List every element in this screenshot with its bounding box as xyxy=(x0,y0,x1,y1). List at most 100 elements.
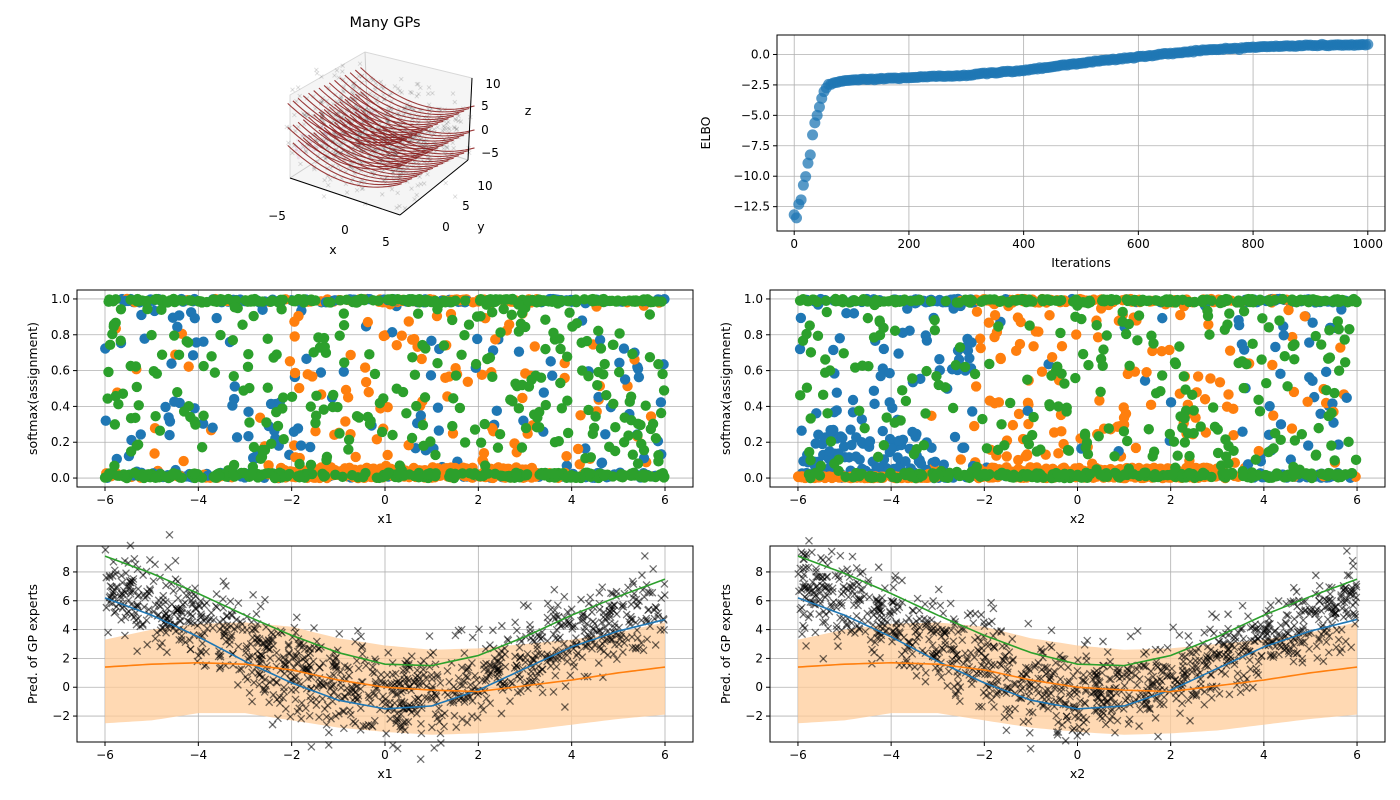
z-tick-label: 5 xyxy=(481,99,489,113)
marker-stroke xyxy=(452,116,458,122)
x-tick-label: 0 xyxy=(341,223,349,237)
assignment-point xyxy=(396,330,408,341)
marker-stroke xyxy=(444,145,450,151)
assignment-point xyxy=(506,294,517,305)
assignment-point xyxy=(108,321,119,332)
assignment-point xyxy=(450,370,462,381)
marker-stroke xyxy=(377,157,382,163)
assignment-point xyxy=(284,468,295,480)
assignment-point xyxy=(229,381,240,392)
marker-stroke xyxy=(387,118,392,124)
marker-stroke xyxy=(452,194,458,199)
marker-stroke xyxy=(416,91,421,97)
elbo-point xyxy=(807,129,819,141)
assignment-point xyxy=(262,333,273,345)
assignment-point xyxy=(228,459,240,471)
marker-stroke xyxy=(417,174,422,180)
assignment-point xyxy=(378,330,389,342)
marker-stroke xyxy=(452,125,457,131)
marker-stroke xyxy=(418,136,424,142)
assignment-point xyxy=(545,356,556,367)
y-axis-label: ELBO xyxy=(698,116,713,149)
assignment-point xyxy=(567,321,578,332)
assignment-point xyxy=(286,391,298,403)
assignment-point xyxy=(422,468,433,480)
assignment-point xyxy=(564,307,575,318)
assignment-point xyxy=(110,294,121,305)
assignment-point xyxy=(657,467,669,479)
marker-stroke xyxy=(408,106,413,111)
assignment-point xyxy=(658,385,670,396)
assignment-point xyxy=(382,294,394,305)
assignment-point xyxy=(227,400,238,411)
y-tick-label: −7.5 xyxy=(741,139,770,153)
marker-stroke xyxy=(339,145,345,150)
marker-stroke xyxy=(351,166,356,171)
cloud-marker xyxy=(323,156,328,162)
assignment-point xyxy=(152,294,164,305)
cloud-marker xyxy=(444,144,450,150)
assignment-point xyxy=(407,352,418,363)
y-tick-label: −5.0 xyxy=(741,108,770,122)
cloud-marker xyxy=(452,116,458,122)
assignment-point xyxy=(242,361,254,373)
assignment-point xyxy=(337,471,348,483)
assignment-point xyxy=(146,329,157,341)
assignment-point xyxy=(109,460,120,472)
assignment-point xyxy=(1320,366,1332,378)
assignment-point xyxy=(181,336,192,347)
marker-stroke xyxy=(443,180,449,186)
assignment-point xyxy=(351,410,363,422)
assignment-point xyxy=(625,391,637,402)
marker-stroke xyxy=(413,134,418,139)
marker-stroke xyxy=(379,192,385,197)
assignment-point xyxy=(166,358,177,369)
marker-stroke xyxy=(466,150,472,156)
x-axis-label: x xyxy=(329,242,336,257)
cloud-marker xyxy=(302,133,307,139)
chart-title: Many GPs xyxy=(349,15,420,31)
marker-stroke xyxy=(356,182,362,188)
y-tick-label: −2.5 xyxy=(741,78,770,92)
assignment-point xyxy=(307,371,318,382)
assignment-point xyxy=(497,470,508,482)
assignment-point xyxy=(469,424,481,435)
assignment-point xyxy=(655,407,667,419)
assignment-point xyxy=(581,335,593,347)
assignment-point xyxy=(209,367,221,378)
x-tick-label: 400 xyxy=(1012,237,1035,251)
assignment-point xyxy=(516,442,528,453)
assignment-point xyxy=(183,361,194,372)
assignment-point xyxy=(132,293,143,305)
assignment-point xyxy=(129,467,140,478)
marker-stroke xyxy=(409,186,414,191)
assignment-point xyxy=(271,349,282,360)
assignment-point xyxy=(325,297,336,308)
marker-stroke xyxy=(371,155,377,160)
marker-stroke xyxy=(314,71,320,76)
marker-stroke xyxy=(328,166,334,171)
z-tick-label: 0 xyxy=(481,123,489,137)
assignment-point xyxy=(644,309,656,320)
marker-stroke xyxy=(452,194,458,199)
cloud-marker xyxy=(389,186,395,192)
assignment-point xyxy=(505,394,516,405)
marker-stroke xyxy=(444,144,450,150)
assignment-point xyxy=(632,458,644,469)
assignment-point xyxy=(100,415,111,426)
assignment-point xyxy=(393,468,404,479)
marker-stroke xyxy=(388,90,394,96)
marker-stroke xyxy=(378,84,384,90)
assignment-point xyxy=(248,310,259,322)
marker-stroke xyxy=(293,128,298,134)
marker-stroke xyxy=(344,118,350,124)
assignment-point xyxy=(430,449,441,461)
marker-stroke xyxy=(355,135,361,141)
assignment-point xyxy=(588,422,600,434)
assignment-point xyxy=(546,296,558,307)
marker-stroke xyxy=(384,119,390,125)
assignment-point xyxy=(548,327,559,338)
marker-stroke xyxy=(426,85,432,90)
assignment-point xyxy=(151,368,163,379)
assignment-point xyxy=(633,371,645,383)
